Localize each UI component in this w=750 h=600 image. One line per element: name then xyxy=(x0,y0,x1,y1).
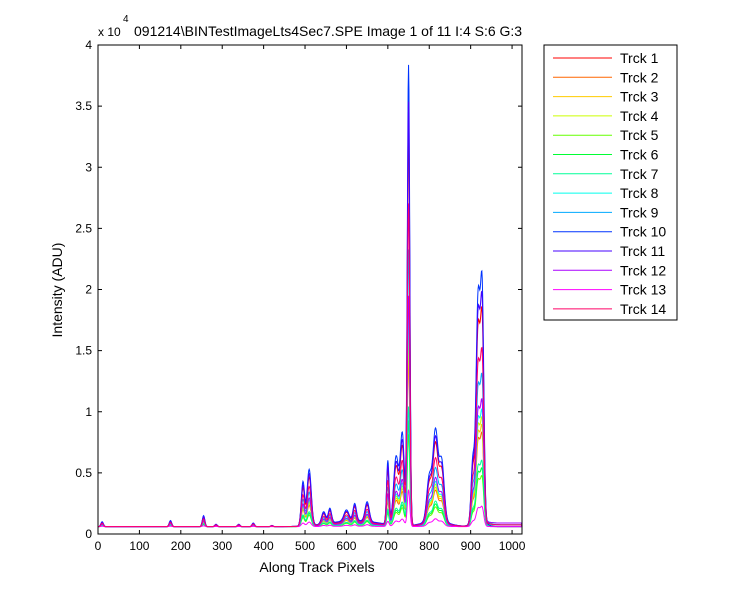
y-multiplier-label: x 10 xyxy=(98,25,121,39)
series-line-14 xyxy=(98,203,522,528)
legend-label-1: Trck 1 xyxy=(620,50,659,66)
y-tick-label: 3 xyxy=(85,160,92,174)
y-axis-label: Intensity (ADU) xyxy=(49,243,65,338)
chart-title: 091214\BINTestImageLts4Sec7.SPE Image 1 … xyxy=(134,23,522,39)
legend-label-13: Trck 13 xyxy=(620,282,666,298)
x-axis-label: Along Track Pixels xyxy=(259,559,374,575)
series-line-13 xyxy=(98,489,522,528)
legend-label-9: Trck 9 xyxy=(620,204,659,220)
x-tick-label: 500 xyxy=(295,539,315,553)
y-tick-label: 2 xyxy=(85,283,92,297)
y-tick-label: 4 xyxy=(85,38,92,52)
legend-label-4: Trck 4 xyxy=(620,108,659,124)
legend-label-12: Trck 12 xyxy=(620,262,666,278)
series-layer xyxy=(98,64,522,528)
y-tick-label: 0 xyxy=(85,527,92,541)
legend-label-14: Trck 14 xyxy=(620,301,666,317)
y-multiplier-exponent: 4 xyxy=(123,14,129,25)
y-tick-label: 1 xyxy=(85,405,92,419)
legend: Trck 1 Trck 2 Trck 3 Trck 4 Trck 5 Trck 6 Trck… xyxy=(543,44,678,321)
x-tick-label: 900 xyxy=(461,539,481,553)
x-tick-label: 300 xyxy=(212,539,232,553)
legend-label-7: Trck 7 xyxy=(620,166,659,182)
x-tick-label: 800 xyxy=(419,539,439,553)
x-tick-label: 1000 xyxy=(499,539,526,553)
ticks-layer: 0 100 200 300 400 500 600 700 800 900 1000 0 0.5 1 1.5… xyxy=(75,38,525,553)
legend-label-5: Trck 5 xyxy=(620,127,659,143)
y-tick-label: 2.5 xyxy=(75,221,92,235)
x-tick-label: 400 xyxy=(254,539,274,553)
legend-label-6: Trck 6 xyxy=(620,147,659,163)
legend-label-2: Trck 2 xyxy=(620,69,659,85)
x-tick-label: 700 xyxy=(378,539,398,553)
legend-label-3: Trck 3 xyxy=(620,89,659,105)
y-tick-label: 1.5 xyxy=(75,344,92,358)
y-tick-label: 3.5 xyxy=(75,99,92,113)
legend-label-8: Trck 8 xyxy=(620,185,659,201)
x-tick-label: 100 xyxy=(129,539,149,553)
legend-box xyxy=(543,44,678,321)
x-tick-label: 0 xyxy=(95,539,102,553)
x-tick-label: 200 xyxy=(171,539,191,553)
legend-label-10: Trck 10 xyxy=(620,224,666,240)
y-tick-label: 0.5 xyxy=(75,466,92,480)
x-tick-label: 600 xyxy=(336,539,356,553)
legend-label-11: Trck 11 xyxy=(620,243,665,259)
